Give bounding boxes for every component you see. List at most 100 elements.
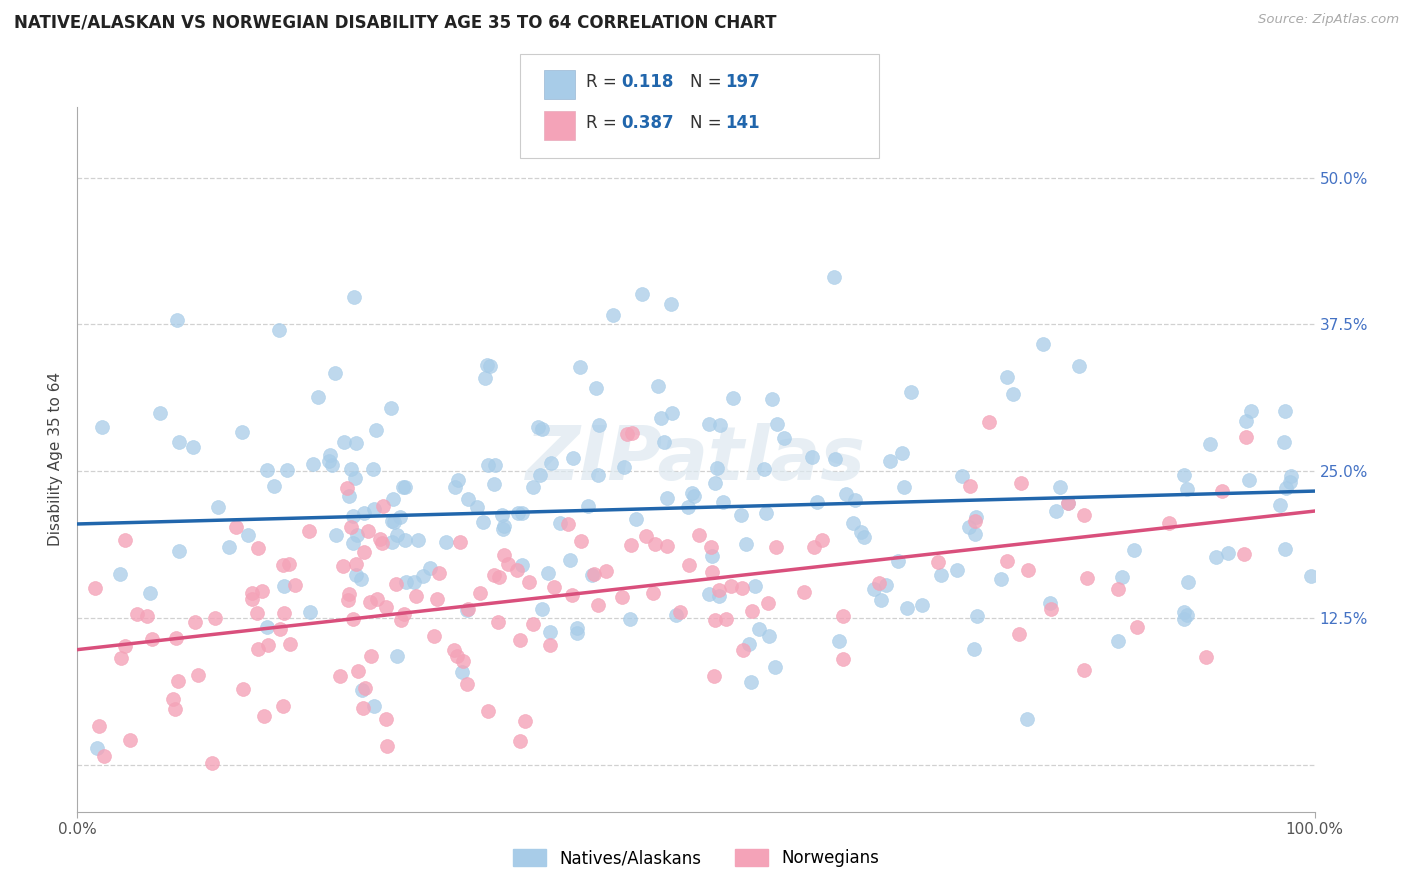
Point	[1057, 495, 1080, 509]
Point	[621, 426, 644, 441]
Point	[1108, 582, 1130, 596]
Point	[720, 579, 742, 593]
Point	[806, 495, 828, 509]
Point	[886, 553, 908, 567]
Point	[1216, 546, 1239, 560]
Point	[612, 459, 634, 474]
Point	[730, 508, 752, 522]
Point	[706, 461, 728, 475]
Point	[763, 660, 786, 674]
Point	[166, 312, 188, 326]
Point	[350, 683, 373, 698]
Point	[957, 520, 980, 534]
Point	[332, 558, 354, 573]
Point	[538, 638, 561, 652]
Point	[1211, 483, 1233, 498]
Point	[329, 669, 352, 683]
Point	[624, 512, 647, 526]
Point	[240, 591, 263, 606]
Point	[565, 626, 588, 640]
Point	[342, 508, 364, 523]
Point	[879, 453, 901, 467]
Point	[616, 427, 638, 442]
Point	[273, 606, 295, 620]
Point	[741, 604, 763, 618]
Point	[661, 405, 683, 419]
Point	[1010, 476, 1032, 491]
Point	[911, 598, 934, 612]
Point	[149, 406, 172, 420]
Point	[141, 632, 163, 646]
Point	[342, 612, 364, 626]
Point	[852, 530, 875, 544]
Point	[665, 607, 688, 622]
Point	[321, 458, 343, 472]
Point	[484, 568, 506, 582]
Point	[537, 566, 560, 581]
Point	[1278, 475, 1301, 490]
Point	[204, 611, 226, 625]
Point	[531, 422, 554, 436]
Point	[385, 648, 408, 663]
Point	[569, 534, 592, 549]
Point	[766, 417, 789, 432]
Point	[486, 615, 509, 630]
Point	[655, 539, 678, 553]
Point	[382, 515, 405, 529]
Point	[344, 568, 367, 582]
Point	[540, 456, 562, 470]
Point	[246, 641, 269, 656]
Point	[896, 601, 918, 615]
Point	[754, 507, 776, 521]
Point	[444, 480, 467, 494]
Point	[370, 532, 392, 546]
Point	[1173, 612, 1195, 626]
Point	[447, 473, 470, 487]
Point	[959, 479, 981, 493]
Point	[273, 579, 295, 593]
Point	[1107, 634, 1129, 648]
Point	[619, 612, 641, 626]
Point	[449, 535, 471, 549]
Point	[494, 548, 516, 562]
Point	[965, 509, 987, 524]
Point	[731, 642, 754, 657]
Point	[127, 607, 149, 621]
Point	[475, 359, 498, 373]
Point	[256, 638, 278, 652]
Point	[359, 595, 381, 609]
Point	[676, 500, 699, 515]
Point	[491, 522, 513, 536]
Point	[1123, 542, 1146, 557]
Point	[419, 561, 441, 575]
Point	[380, 401, 402, 416]
Point	[491, 508, 513, 522]
Point	[963, 642, 986, 657]
Point	[509, 632, 531, 647]
Point	[810, 533, 832, 548]
Point	[1274, 404, 1296, 418]
Point	[1234, 430, 1257, 444]
Point	[382, 491, 405, 506]
Point	[139, 586, 162, 600]
Point	[184, 615, 207, 630]
Point	[567, 621, 589, 635]
Point	[271, 558, 294, 572]
Point	[344, 436, 367, 450]
Point	[162, 692, 184, 706]
Point	[703, 613, 725, 627]
Point	[1125, 620, 1147, 634]
Point	[644, 536, 666, 550]
Point	[471, 515, 494, 529]
Point	[586, 468, 609, 483]
Point	[1195, 650, 1218, 665]
Point	[394, 533, 416, 547]
Point	[1039, 602, 1062, 616]
Text: 0.118: 0.118	[621, 73, 673, 91]
Point	[823, 269, 845, 284]
Point	[187, 668, 209, 682]
Point	[91, 420, 114, 434]
Point	[167, 544, 190, 558]
Point	[506, 564, 529, 578]
Point	[1274, 542, 1296, 557]
